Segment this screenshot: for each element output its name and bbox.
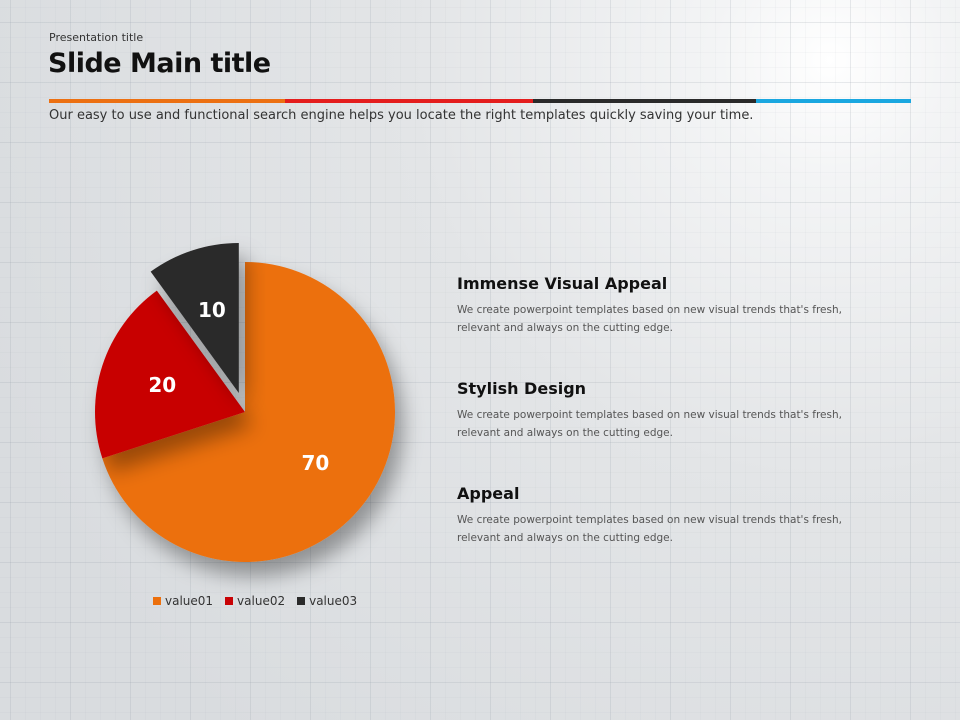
pie-slice-value01 — [102, 262, 396, 562]
legend-swatch — [297, 597, 306, 605]
presentation-title: Presentation title — [49, 31, 144, 44]
feature-block: Appeal We create powerpoint templates ba… — [457, 484, 877, 547]
legend-item: value01 — [153, 594, 213, 608]
pie-data-label: 20 — [148, 373, 176, 397]
legend-label: value02 — [237, 594, 286, 608]
legend-item: value03 — [297, 594, 357, 608]
feature-text: We create powerpoint templates based on … — [457, 409, 842, 439]
pie-data-label: 10 — [198, 298, 226, 322]
legend-swatch — [153, 597, 161, 605]
feature-title: Immense Visual Appeal — [457, 274, 668, 293]
accent-bar-segment — [533, 99, 756, 103]
legend-label: value01 — [165, 594, 214, 608]
legend-swatch — [225, 597, 234, 605]
feature-block: Immense Visual Appeal We create powerpoi… — [457, 274, 877, 337]
feature-text: We create powerpoint templates based on … — [457, 304, 842, 334]
legend-item: value02 — [225, 594, 285, 608]
pie-slice-value03 — [150, 242, 239, 393]
feature-title: Stylish Design — [457, 379, 587, 398]
pie-slice-value02 — [95, 290, 246, 459]
feature-title: Appeal — [457, 484, 520, 503]
accent-bar-segment — [49, 99, 285, 103]
chart-legend: value01 value02 value03 — [153, 594, 357, 608]
accent-color-bar — [49, 99, 911, 103]
accent-bar-segment — [756, 99, 911, 103]
feature-text: We create powerpoint templates based on … — [457, 514, 842, 544]
feature-block: Stylish Design We create powerpoint temp… — [457, 379, 877, 442]
legend-label: value03 — [309, 594, 358, 608]
accent-bar-segment — [285, 99, 533, 103]
slide-subtitle: Our easy to use and functional search en… — [49, 108, 754, 123]
pie-data-label: 70 — [301, 451, 329, 475]
slide-main-title: Slide Main title — [48, 48, 271, 79]
